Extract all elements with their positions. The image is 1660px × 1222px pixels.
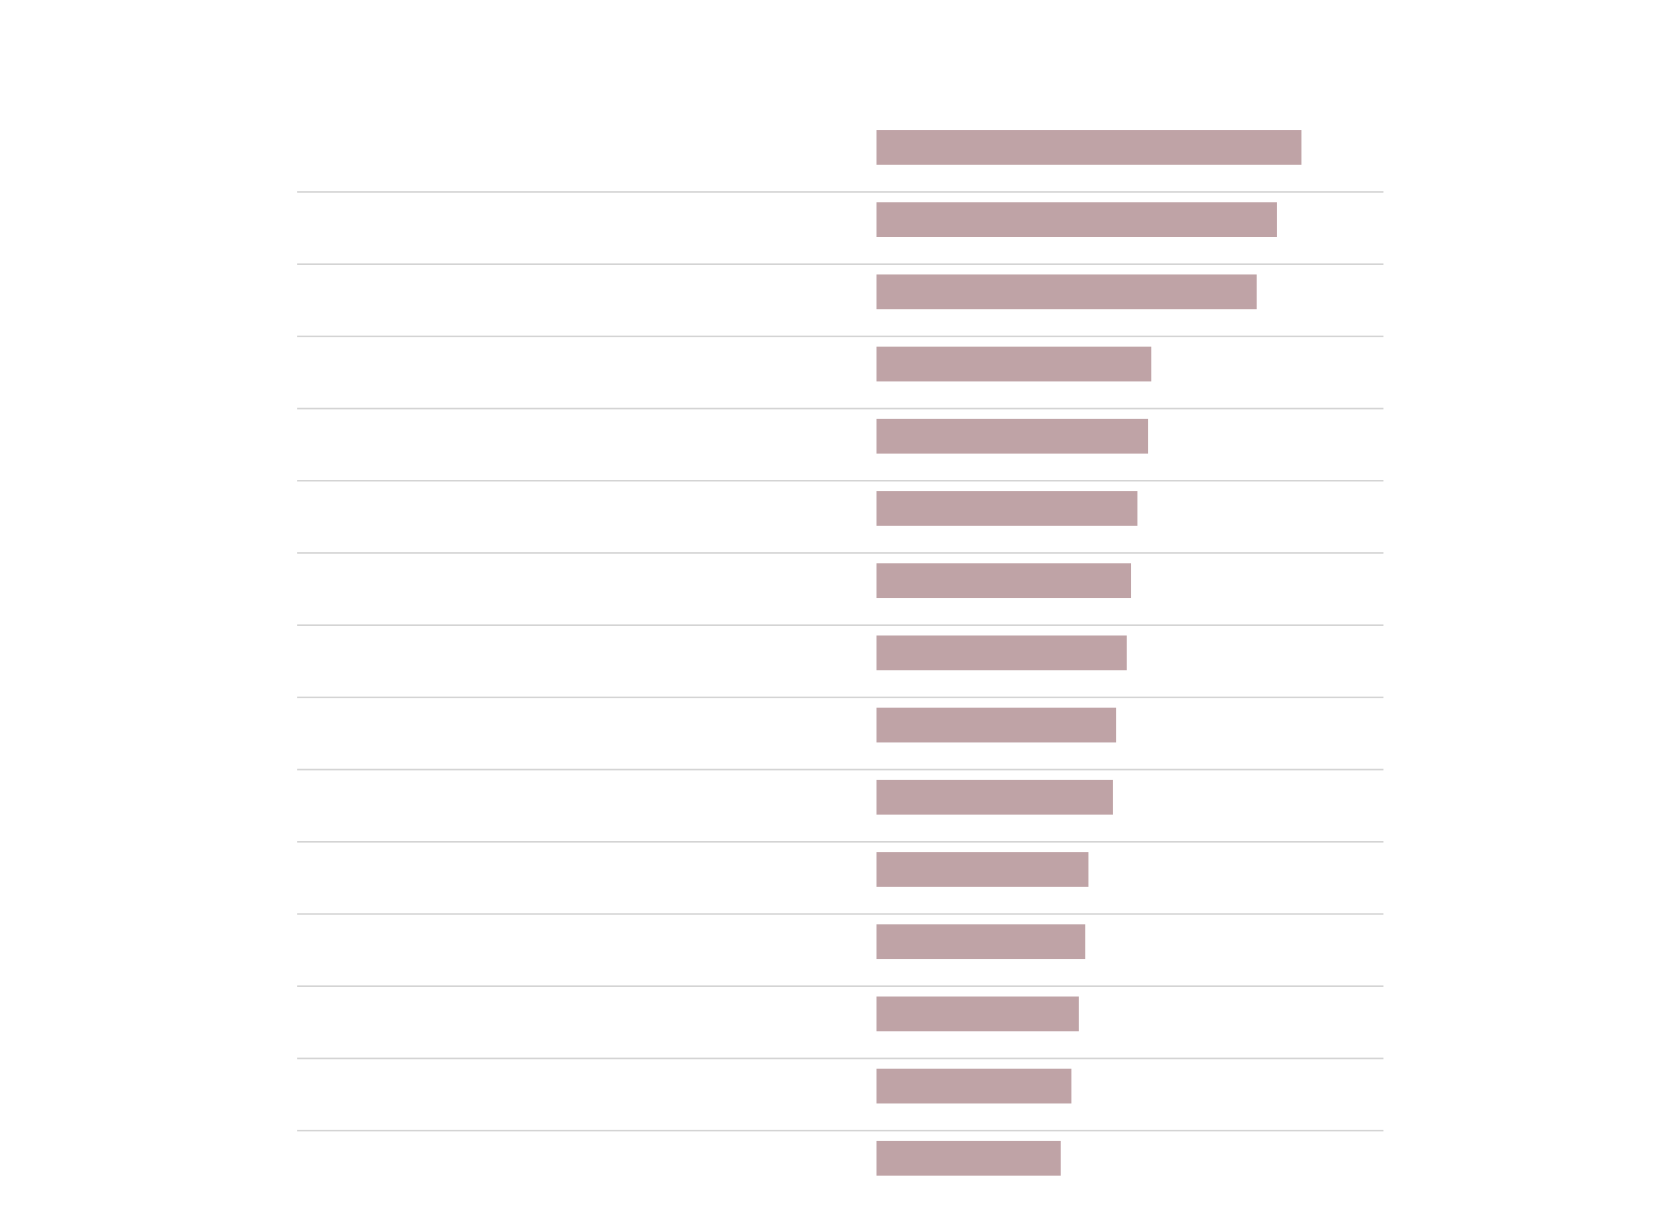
bar [876,563,1132,599]
bar [876,1068,1072,1104]
bar [876,202,1277,238]
bar [876,707,1117,743]
bar [876,346,1152,382]
bar [876,924,1086,960]
bar [876,130,1302,165]
bar [876,491,1138,526]
bar [876,779,1113,815]
bar [876,635,1127,671]
plot-area [297,130,1384,1176]
bar [876,1140,1061,1176]
bar [876,274,1257,310]
bar [876,418,1149,454]
bar [876,852,1089,887]
bar [876,996,1079,1032]
